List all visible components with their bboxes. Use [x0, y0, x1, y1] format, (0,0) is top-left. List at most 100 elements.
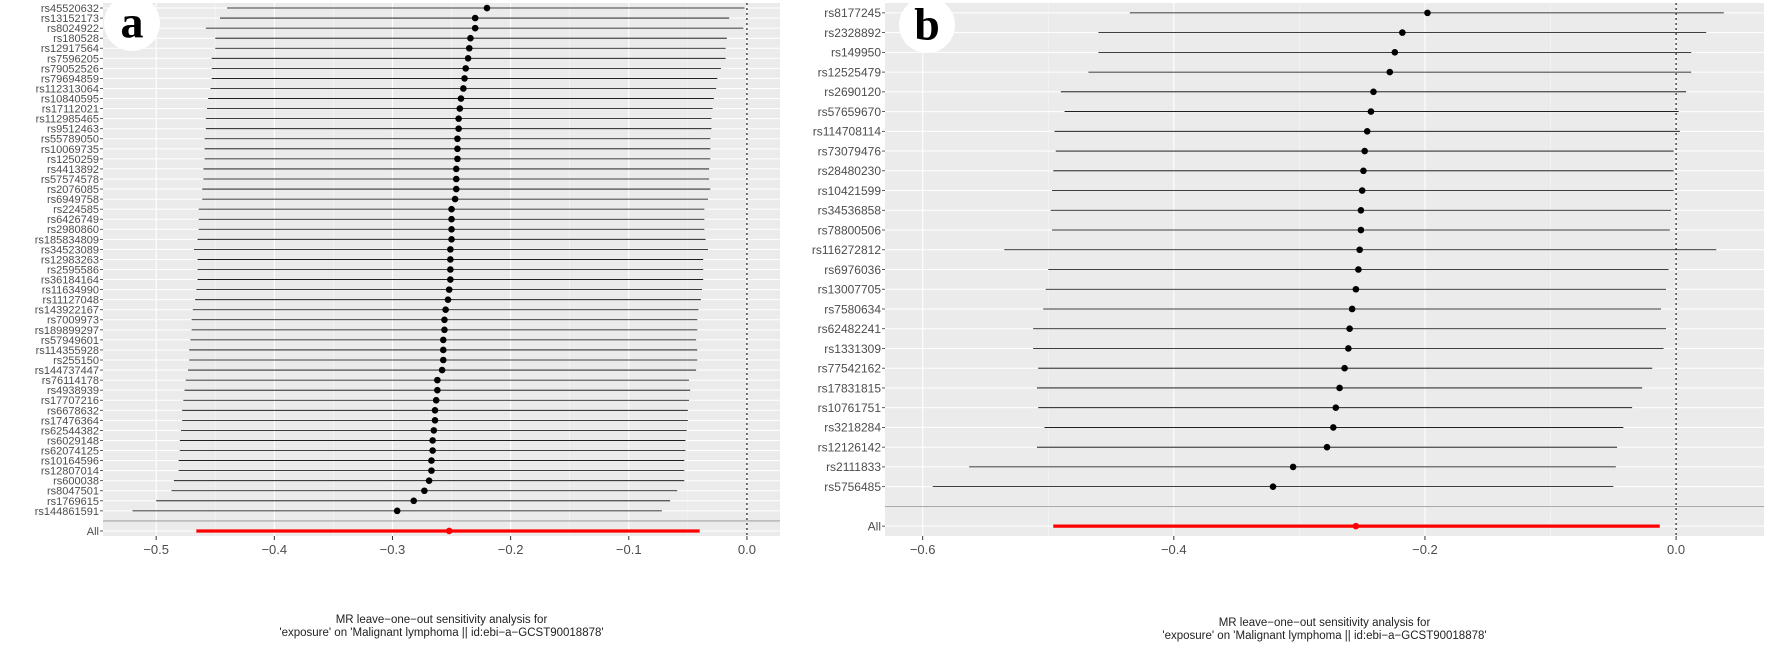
snp-label: rs114355928: [36, 345, 99, 357]
snp-label: rs224585: [53, 204, 99, 216]
snp-label: rs2980860: [47, 224, 99, 236]
point-estimate: [1332, 404, 1340, 411]
point-estimate: [1289, 463, 1297, 471]
x-tick-label: 0.0: [738, 542, 756, 557]
point-estimate: [1360, 167, 1367, 175]
snp-label: rs77542162: [818, 362, 882, 376]
x-tick-label: −0.3: [380, 542, 406, 557]
point-estimate: [1269, 483, 1277, 490]
point-estimate: [447, 266, 454, 273]
snp-label: rs13152173: [41, 13, 99, 25]
point-estimate: [448, 215, 455, 223]
point-estimate: [442, 306, 449, 314]
point-estimate: [410, 497, 418, 505]
point-estimate: [445, 286, 453, 293]
point-estimate: [1341, 364, 1348, 372]
point-estimate: [483, 4, 491, 12]
point-estimate: [448, 236, 455, 243]
snp-label: rs10069735: [41, 144, 99, 156]
x-tick-label: −0.1: [616, 542, 642, 557]
point-estimate: [429, 437, 436, 444]
x-axis-title-line1: MR leave−one−out sensitivity analysis fo…: [336, 614, 548, 626]
snp-label: rs34523089: [41, 244, 99, 256]
x-tick-label: −0.6: [910, 542, 936, 557]
snp-label: rs76114178: [42, 375, 99, 387]
point-estimate: [447, 256, 454, 263]
snp-label: rs7596205: [47, 53, 99, 65]
point-estimate: [1363, 128, 1371, 135]
point-estimate: [1370, 88, 1377, 96]
overall-label: All: [87, 526, 99, 538]
snp-label: rs57659670: [818, 105, 882, 119]
point-estimate: [1356, 246, 1363, 254]
snp-label: rs79694859: [41, 73, 99, 85]
snp-label: rs8177245: [824, 6, 881, 20]
point-estimate: [1336, 384, 1343, 392]
snp-label: rs112985465: [36, 114, 99, 126]
snp-label: rs1250259: [47, 154, 99, 166]
point-estimate: [1357, 226, 1365, 234]
snp-label: rs62074125: [41, 445, 99, 457]
point-estimate: [1391, 49, 1399, 56]
snp-label: rs12917564: [41, 43, 99, 55]
snp-label: rs12126142: [818, 440, 882, 454]
snp-label: rs7580634: [824, 302, 881, 316]
point-estimate: [1424, 9, 1431, 17]
panel-letter: b: [914, 0, 940, 50]
snp-label: rs57574578: [41, 174, 99, 186]
snp-label: rs55789050: [41, 134, 99, 146]
point-estimate: [465, 44, 473, 52]
x-tick-label: −0.2: [498, 542, 524, 557]
overall-label: All: [868, 519, 881, 533]
point-estimate: [471, 14, 479, 22]
snp-label: rs62544382: [41, 425, 99, 437]
panel-letter: a: [121, 0, 144, 48]
point-estimate: [432, 396, 440, 404]
point-estimate: [429, 447, 436, 454]
point-estimate: [1346, 325, 1353, 333]
point-estimate: [454, 145, 461, 153]
snp-label: rs7009973: [47, 315, 99, 327]
point-estimate: [451, 195, 459, 203]
snp-label: rs144737447: [35, 365, 99, 377]
snp-label: rs185834809: [35, 234, 99, 246]
point-estimate: [439, 356, 447, 364]
point-estimate: [1352, 285, 1360, 293]
point-estimate: [425, 477, 433, 484]
point-estimate: [439, 336, 447, 344]
snp-label: rs1331309: [824, 342, 881, 356]
point-estimate: [1348, 305, 1356, 313]
snp-label: rs28480230: [818, 164, 882, 178]
snp-label: rs17707216: [41, 395, 99, 407]
panel-letter-badge: [899, 0, 955, 53]
point-estimate: [471, 24, 479, 32]
point-estimate: [460, 85, 467, 92]
point-estimate: [1361, 147, 1368, 155]
point-estimate: [1355, 266, 1362, 273]
snp-label: rs10421599: [818, 184, 882, 198]
snp-label: rs6029148: [47, 435, 99, 447]
panel-letter-badge: [104, 0, 160, 51]
snp-label: rs11634990: [42, 285, 99, 297]
snp-label: rs2690120: [824, 85, 881, 99]
snp-label: rs114708114: [813, 125, 882, 139]
x-tick-label: −0.2: [1412, 542, 1438, 557]
overall-estimate: [1352, 522, 1360, 530]
point-estimate: [1329, 424, 1337, 431]
snp-label: rs112313064: [36, 83, 99, 95]
point-estimate: [447, 246, 454, 253]
snp-label: rs116272812: [812, 243, 881, 257]
x-tick-label: −0.4: [261, 542, 287, 557]
point-estimate: [467, 34, 474, 42]
x-tick-label: 0.0: [1667, 542, 1685, 557]
snp-label: rs62482241: [818, 322, 882, 336]
overall-estimate: [445, 527, 453, 535]
point-estimate: [461, 75, 468, 82]
point-estimate: [455, 115, 462, 122]
snp-label: rs9512463: [47, 124, 99, 136]
snp-label: rs2595586: [47, 264, 99, 276]
snp-label: rs5756485: [824, 480, 881, 494]
snp-label: rs143922167: [35, 305, 99, 317]
snp-label: rs10164596: [41, 456, 99, 468]
